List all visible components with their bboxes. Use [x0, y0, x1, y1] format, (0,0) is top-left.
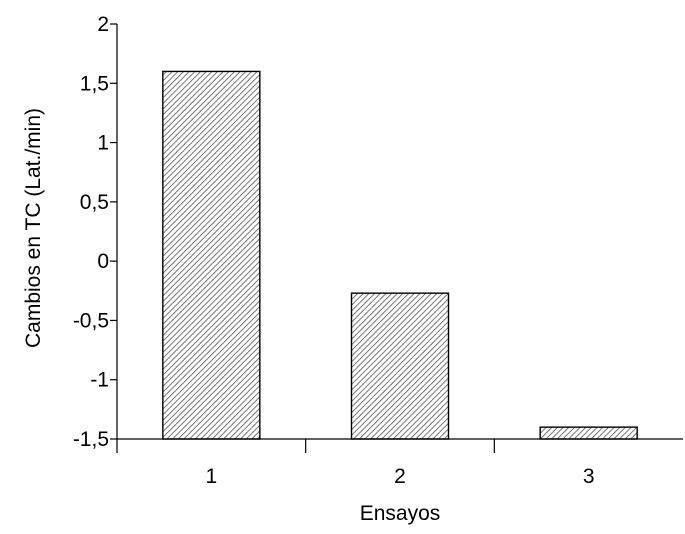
y-tick-label-0: 2	[97, 13, 109, 36]
bar-3	[539, 426, 638, 440]
bars-layer	[162, 70, 638, 440]
axes-layer: 2 1,5 1 0,5 0 -0,5 -1 -1,5 1 2 3	[73, 13, 683, 488]
y-tick-label-4: 0	[97, 250, 109, 273]
y-tick-label-6: -1	[90, 369, 109, 392]
y-tick-label-2: 1	[97, 132, 109, 155]
bar-2	[350, 292, 450, 440]
y-tick-label-3: 0,5	[80, 191, 109, 214]
y-tick-label-7: -1,5	[73, 428, 109, 451]
labels-layer: Ensayos Cambios en TC (Lat./min)	[22, 108, 440, 525]
y-axis-label: Cambios en TC (Lat./min)	[22, 108, 45, 348]
bar-1	[162, 70, 261, 440]
y-tick-label-1: 1,5	[80, 72, 109, 95]
x-axis-label: Ensayos	[360, 502, 441, 525]
x-tick-label-2: 3	[583, 465, 595, 488]
y-tick-label-5: -0,5	[73, 309, 109, 332]
x-tick-label-0: 1	[205, 465, 217, 488]
x-tick-label-1: 2	[394, 465, 406, 488]
